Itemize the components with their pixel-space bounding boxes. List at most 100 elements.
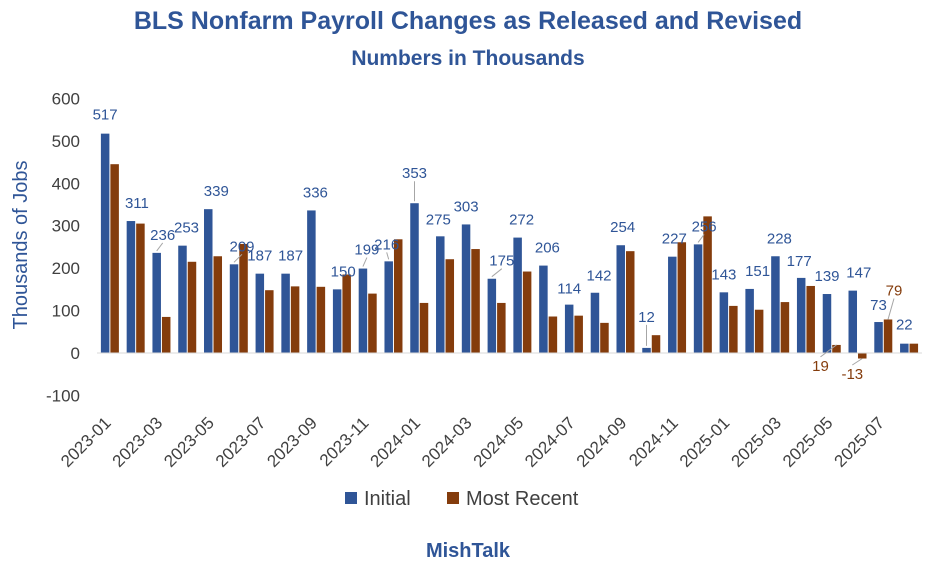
- bar-initial: [152, 252, 161, 353]
- leader-lines: [156, 181, 895, 366]
- bar-initial: [796, 277, 806, 353]
- data-label-initial: 216: [374, 236, 399, 253]
- bar-most-recent: [909, 343, 919, 353]
- legend: Initial Most Recent: [345, 488, 579, 510]
- bar-initial: [513, 237, 522, 353]
- bar-most-recent: [290, 286, 300, 353]
- bar-initial: [436, 236, 445, 353]
- bar-most-recent: [239, 243, 248, 353]
- data-label-initial: 353: [402, 165, 427, 182]
- data-label-initial: 275: [426, 211, 451, 228]
- data-label-initial: 206: [535, 240, 560, 257]
- bar-most-recent: [806, 285, 815, 353]
- data-label-initial: 272: [509, 212, 534, 229]
- bar-most-recent: [858, 353, 867, 359]
- x-tick-label: 2023-09: [263, 413, 321, 471]
- data-label-initial: 256: [692, 218, 717, 235]
- x-tick-label: 2024-03: [418, 413, 476, 471]
- bar-initial: [745, 288, 754, 353]
- bar-most-recent: [548, 316, 558, 353]
- data-label-initial: 227: [662, 231, 687, 248]
- leader-line: [852, 358, 863, 366]
- y-axis-ticks: 600 500 400 300 200 100 0 -100: [46, 89, 80, 405]
- bar-most-recent: [625, 251, 635, 353]
- x-tick-label: 2025-05: [779, 413, 837, 471]
- leader-line: [362, 257, 368, 267]
- x-tick-label: 2023-01: [57, 413, 115, 471]
- x-tick-label: 2024-11: [625, 413, 682, 470]
- data-label-initial: 151: [745, 263, 770, 280]
- bar-initial: [539, 265, 548, 353]
- y-tick-label: 200: [52, 259, 80, 278]
- data-label-initial: 187: [278, 248, 303, 265]
- bar-initial: [384, 261, 393, 353]
- bar-most-recent: [419, 302, 429, 353]
- leader-line: [491, 268, 503, 278]
- bar-most-recent: [574, 315, 583, 353]
- data-label-initial: 311: [125, 195, 149, 212]
- leader-line: [820, 344, 837, 358]
- bar-initial: [281, 273, 290, 353]
- data-label-initial: 142: [586, 268, 611, 285]
- data-label-initial: 236: [150, 227, 175, 244]
- legend-label-initial: Initial: [364, 488, 411, 510]
- data-label-initial: 517: [93, 107, 118, 124]
- bar-initial: [229, 264, 239, 353]
- bars: [100, 133, 919, 359]
- data-label-initial: 228: [767, 230, 792, 247]
- x-tick-label: 2024-07: [521, 413, 579, 471]
- legend-swatch-most-recent: [447, 492, 459, 504]
- bar-initial: [204, 209, 213, 353]
- chart-title: BLS Nonfarm Payroll Changes as Released …: [134, 7, 802, 35]
- data-label-initial: 209: [229, 238, 254, 255]
- bar-most-recent: [368, 293, 377, 353]
- bar-most-recent: [497, 302, 506, 353]
- bar-initial: [332, 289, 342, 354]
- bar-most-recent: [754, 309, 764, 353]
- bar-most-recent: [213, 256, 223, 353]
- data-label-initial: 114: [557, 281, 581, 298]
- bar-most-recent: [677, 242, 687, 353]
- bar-initial: [874, 322, 883, 353]
- y-tick-label: 600: [52, 89, 80, 108]
- bar-most-recent: [265, 290, 274, 353]
- bar-initial: [358, 268, 368, 353]
- bar-initial: [822, 294, 832, 353]
- data-label-initial: 175: [489, 253, 514, 270]
- y-tick-label: 300: [52, 217, 80, 236]
- data-label-initial: 150: [331, 263, 356, 280]
- bar-initial: [719, 292, 729, 353]
- y-tick-label: 100: [52, 302, 80, 321]
- source-label: MishTalk: [426, 540, 511, 562]
- bar-initial: [564, 304, 574, 353]
- data-label-most-recent: -13: [841, 366, 863, 383]
- bar-initial: [410, 203, 419, 353]
- bar-most-recent: [780, 302, 790, 353]
- data-label-most-recent: 79: [886, 283, 903, 300]
- bar-initial: [100, 133, 110, 353]
- bar-most-recent: [883, 319, 893, 353]
- bar-initial: [126, 221, 136, 353]
- bar-initial: [771, 256, 780, 353]
- bar-initial: [848, 290, 858, 353]
- bar-most-recent: [600, 322, 609, 353]
- x-tick-label: 2023-11: [316, 413, 373, 470]
- y-tick-label: 0: [71, 344, 80, 363]
- leader-line: [697, 234, 705, 243]
- y-tick-label: 500: [52, 132, 80, 151]
- bar-initial: [642, 347, 651, 353]
- chart-subtitle: Numbers in Thousands: [351, 47, 584, 70]
- data-label-initial: 339: [204, 183, 229, 200]
- leader-line: [386, 252, 390, 260]
- bar-most-recent: [703, 216, 712, 353]
- bar-most-recent: [832, 344, 841, 353]
- bar-most-recent: [445, 259, 455, 353]
- bar-initial: [616, 245, 625, 353]
- bar-most-recent: [729, 305, 738, 353]
- bar-most-recent: [187, 261, 197, 353]
- y-axis-title: Thousands of Jobs: [10, 161, 32, 330]
- y-tick-label: 400: [52, 174, 80, 193]
- data-label-initial: 143: [711, 266, 736, 283]
